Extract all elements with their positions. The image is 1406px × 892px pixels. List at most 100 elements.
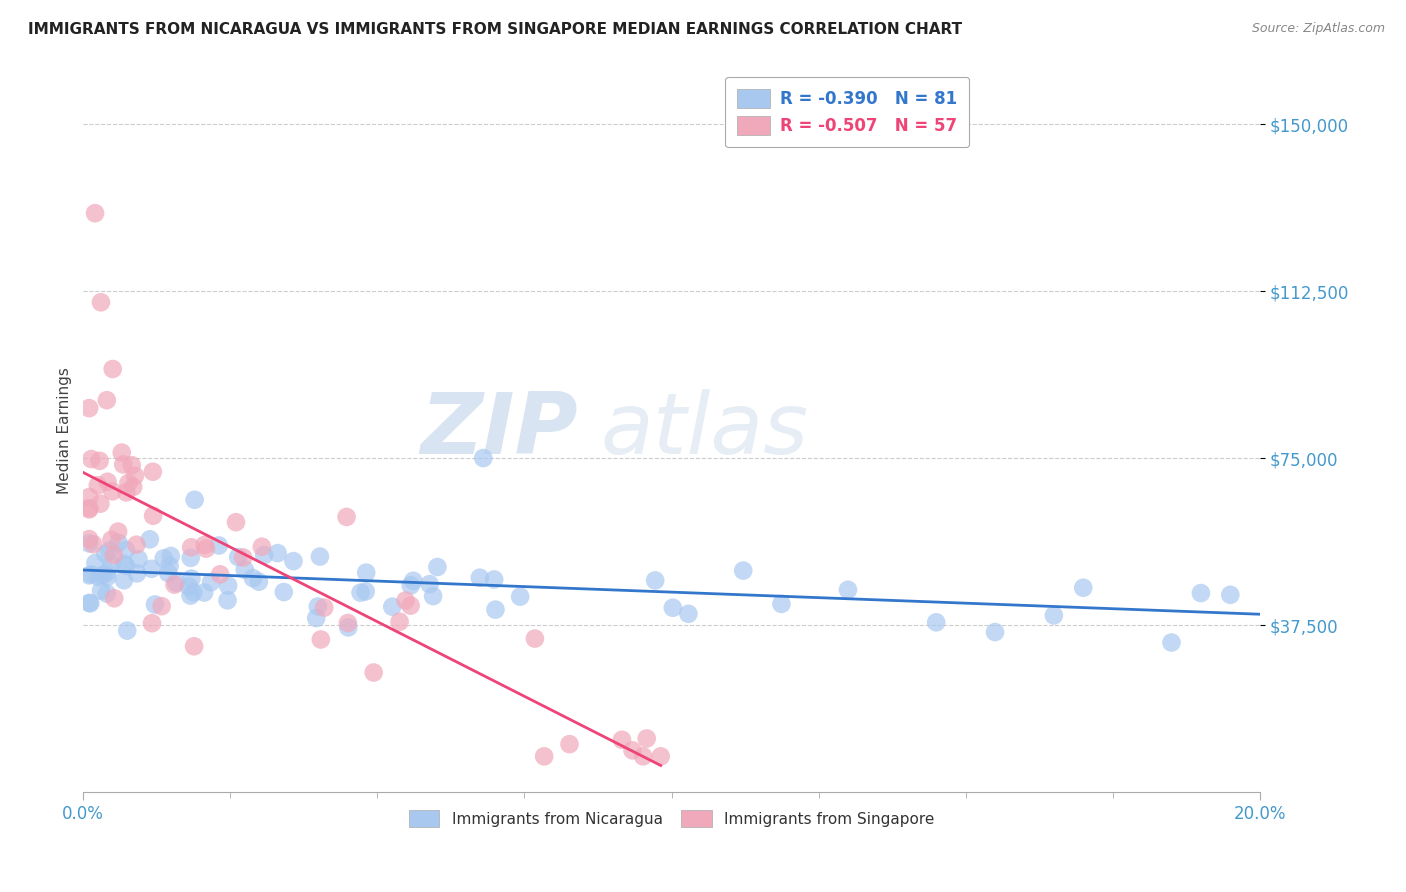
Point <box>610 732 633 747</box>
Point <box>183 492 205 507</box>
Point <box>84 556 107 570</box>
Point <box>484 602 506 616</box>
Point <box>112 557 135 571</box>
Point <box>128 552 150 566</box>
Point <box>225 515 247 529</box>
Point <box>733 564 755 578</box>
Text: IMMIGRANTS FROM NICARAGUA VS IMMIGRANTS FROM SINGAPORE MEDIAN EARNINGS CORRELATI: IMMIGRANTS FROM NICARAGUA VS IMMIGRANTS … <box>28 22 962 37</box>
Point <box>837 582 859 597</box>
Point <box>636 731 658 746</box>
Point <box>125 538 148 552</box>
Point <box>77 532 100 546</box>
Point <box>96 566 118 580</box>
Point <box>183 640 205 654</box>
Point <box>180 541 202 555</box>
Point <box>90 295 112 310</box>
Point <box>422 589 444 603</box>
Point <box>273 585 295 599</box>
Point <box>363 665 385 680</box>
Point <box>101 484 124 499</box>
Point <box>77 596 100 610</box>
Point <box>165 575 187 590</box>
Point <box>159 549 181 563</box>
Point <box>309 632 332 647</box>
Point <box>125 566 148 581</box>
Point <box>770 597 793 611</box>
Point <box>121 458 143 472</box>
Point <box>314 600 336 615</box>
Point <box>644 574 666 588</box>
Point <box>157 566 180 581</box>
Point <box>242 571 264 585</box>
Point <box>394 593 416 607</box>
Point <box>96 393 118 408</box>
Point <box>80 452 103 467</box>
Point <box>82 537 104 551</box>
Point <box>96 475 118 489</box>
Point <box>87 570 110 584</box>
Point <box>89 454 111 468</box>
Point <box>107 524 129 539</box>
Point <box>107 535 129 549</box>
Point <box>159 558 181 573</box>
Point <box>678 607 700 621</box>
Point <box>115 485 138 500</box>
Point <box>250 540 273 554</box>
Point <box>177 579 200 593</box>
Point <box>150 599 173 614</box>
Point <box>226 550 249 565</box>
Point <box>77 501 100 516</box>
Point <box>152 551 174 566</box>
Point <box>468 571 491 585</box>
Point <box>523 632 546 646</box>
Point <box>253 548 276 562</box>
Point <box>180 550 202 565</box>
Point <box>925 615 948 630</box>
Point <box>100 533 122 547</box>
Point <box>122 480 145 494</box>
Point <box>399 578 422 592</box>
Point <box>349 585 371 599</box>
Point <box>100 557 122 571</box>
Point <box>402 574 425 588</box>
Point <box>141 562 163 576</box>
Point <box>984 625 1007 640</box>
Point <box>115 624 138 638</box>
Point <box>208 539 231 553</box>
Point <box>180 572 202 586</box>
Point <box>101 362 124 376</box>
Point <box>124 468 146 483</box>
Point <box>533 749 555 764</box>
Point <box>193 585 215 599</box>
Point <box>209 567 232 582</box>
Point <box>232 550 254 565</box>
Text: Source: ZipAtlas.com: Source: ZipAtlas.com <box>1251 22 1385 36</box>
Point <box>650 749 672 764</box>
Point <box>80 567 103 582</box>
Point <box>1189 586 1212 600</box>
Point <box>141 616 163 631</box>
Point <box>90 583 112 598</box>
Point <box>307 599 329 614</box>
Point <box>112 458 135 472</box>
Point <box>509 590 531 604</box>
Y-axis label: Median Earnings: Median Earnings <box>58 367 72 493</box>
Point <box>94 547 117 561</box>
Point <box>79 596 101 610</box>
Point <box>354 566 377 580</box>
Point <box>139 533 162 547</box>
Point <box>200 575 222 590</box>
Text: ZIP: ZIP <box>420 389 578 472</box>
Point <box>143 598 166 612</box>
Point <box>115 542 138 557</box>
Point <box>183 585 205 599</box>
Point <box>426 560 449 574</box>
Point <box>399 599 422 613</box>
Point <box>98 543 121 558</box>
Point <box>621 743 644 757</box>
Point <box>1160 635 1182 649</box>
Point <box>336 615 359 630</box>
Point <box>117 476 139 491</box>
Point <box>335 510 357 524</box>
Point <box>91 568 114 582</box>
